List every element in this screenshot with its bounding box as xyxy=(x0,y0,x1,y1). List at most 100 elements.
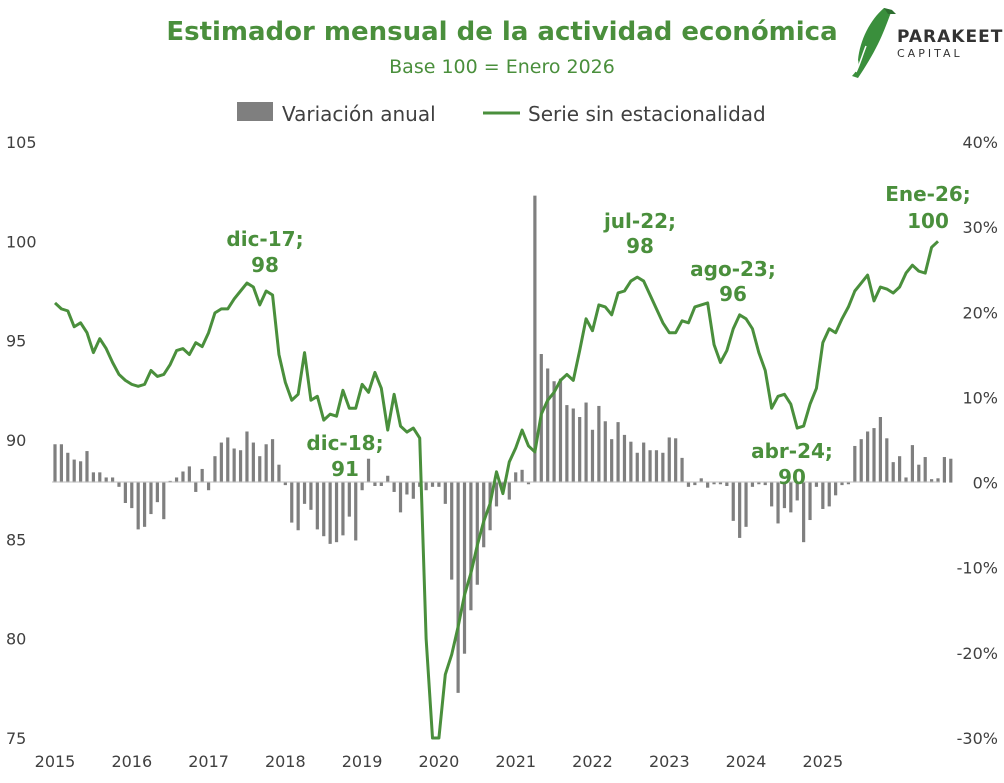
bar xyxy=(411,482,415,499)
bar xyxy=(846,482,851,485)
bar xyxy=(584,402,588,483)
bar xyxy=(315,482,319,530)
x-tick-label: 2016 xyxy=(111,752,152,771)
parakeet-feather-icon xyxy=(852,8,896,78)
x-tick-label: 2025 xyxy=(802,752,843,771)
bar xyxy=(283,482,287,486)
bar xyxy=(859,439,863,483)
bar xyxy=(821,482,825,509)
x-tick-label: 2018 xyxy=(265,752,306,771)
bar xyxy=(654,450,659,483)
bar xyxy=(898,456,902,483)
bar xyxy=(866,431,870,483)
bar xyxy=(642,442,646,483)
bar xyxy=(789,482,793,513)
bar xyxy=(149,482,153,515)
bar xyxy=(226,437,230,483)
bar xyxy=(270,439,275,483)
bar xyxy=(853,445,857,483)
x-tick-label: 2022 xyxy=(572,752,613,771)
right-tick-label: -20% xyxy=(957,644,998,663)
bar xyxy=(386,475,390,483)
bar xyxy=(674,438,678,483)
bar xyxy=(635,452,639,483)
bar xyxy=(526,482,531,485)
annotation-date: jul-22; xyxy=(603,209,676,233)
bar xyxy=(834,482,838,496)
left-tick-label: 75 xyxy=(6,729,26,748)
bar xyxy=(910,445,915,483)
bar xyxy=(482,482,486,548)
left-tick-label: 100 xyxy=(6,232,37,251)
bar xyxy=(162,482,166,520)
bar xyxy=(923,457,927,483)
bar xyxy=(725,482,729,486)
bar xyxy=(360,482,364,491)
bar xyxy=(795,482,799,501)
legend-bar-label: Variación anual xyxy=(282,102,436,126)
logo-wordmark: PARAKEET xyxy=(897,27,1003,47)
bar xyxy=(462,482,467,654)
bar xyxy=(610,439,614,483)
bar xyxy=(277,464,281,483)
x-tick-label: 2020 xyxy=(419,752,460,771)
right-tick-label: 40% xyxy=(962,133,998,152)
line-series xyxy=(53,240,940,740)
bar xyxy=(136,482,140,530)
annotation-value: 91 xyxy=(331,457,359,481)
bar xyxy=(558,378,563,483)
bar xyxy=(366,458,371,483)
bar xyxy=(840,482,844,486)
bar xyxy=(392,482,396,492)
x-tick-label: 2021 xyxy=(495,752,536,771)
bar xyxy=(104,477,108,483)
bar xyxy=(130,482,134,509)
legend: Variación anual Serie sin estacionalidad xyxy=(237,102,766,126)
bar xyxy=(354,482,358,541)
bar xyxy=(494,482,499,507)
bars-layer xyxy=(53,195,953,693)
bar xyxy=(456,482,460,693)
bar xyxy=(174,477,179,483)
bar xyxy=(91,472,95,483)
bar xyxy=(565,405,569,483)
bar xyxy=(437,482,441,487)
bar xyxy=(578,417,582,483)
bar xyxy=(155,482,159,503)
left-tick-label: 90 xyxy=(6,431,26,450)
bar xyxy=(181,471,185,483)
bar xyxy=(603,421,607,483)
bar xyxy=(648,450,652,483)
annotation-date: dic-18; xyxy=(306,431,383,455)
bar xyxy=(347,482,351,517)
bar xyxy=(187,466,191,483)
bar xyxy=(667,437,671,483)
bar xyxy=(232,448,236,483)
bar xyxy=(245,431,249,483)
x-tick-label: 2023 xyxy=(649,752,690,771)
bar xyxy=(373,482,377,486)
bar xyxy=(469,482,473,611)
bar xyxy=(302,482,307,504)
bar xyxy=(738,482,742,538)
bar xyxy=(142,482,147,527)
bar xyxy=(827,482,831,507)
bar xyxy=(507,482,511,500)
bar xyxy=(334,482,339,543)
legend-line-label: Serie sin estacionalidad xyxy=(528,102,766,126)
annotation-date: ago-23; xyxy=(690,257,776,281)
bar xyxy=(808,482,812,521)
bar xyxy=(117,482,121,487)
bar xyxy=(123,482,127,503)
bar xyxy=(533,195,537,483)
bar xyxy=(782,482,787,509)
bar xyxy=(546,368,550,483)
legend-bar-swatch xyxy=(237,102,273,121)
bar xyxy=(206,482,211,491)
chart-subtitle: Base 100 = Enero 2026 xyxy=(389,56,615,78)
bar xyxy=(718,482,723,485)
x-tick-label: 2017 xyxy=(188,752,229,771)
bar xyxy=(450,482,454,580)
bar xyxy=(744,482,748,527)
left-tick-label: 85 xyxy=(6,530,26,549)
